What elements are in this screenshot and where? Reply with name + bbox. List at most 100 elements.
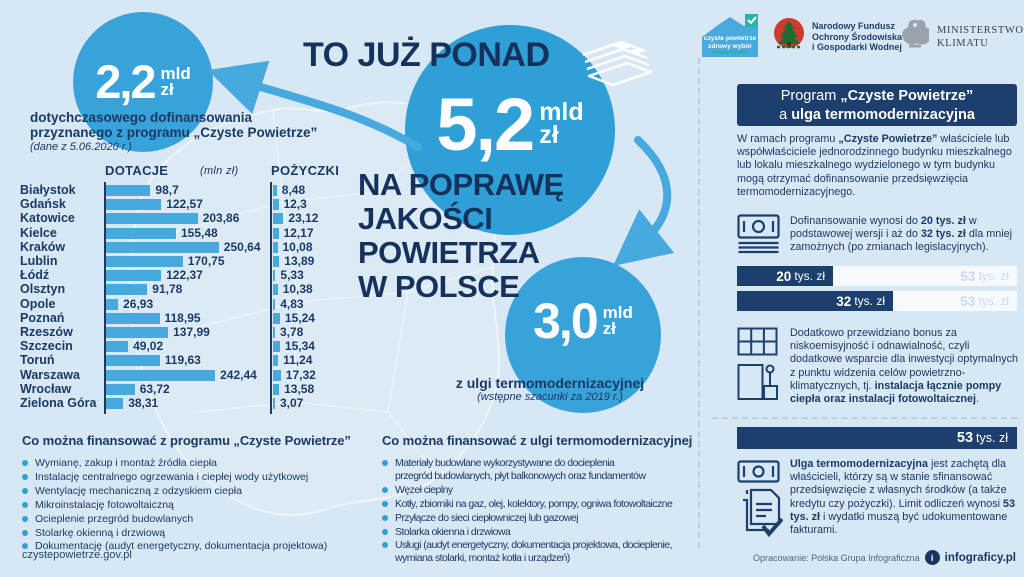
pozyczki-bar bbox=[273, 185, 277, 196]
dotacje-value: 170,75 bbox=[187, 254, 225, 268]
brand-text: infograficy.pl bbox=[944, 551, 1016, 564]
arrow-to-program-stat bbox=[207, 60, 422, 151]
financing-relief-list: Co można finansować z ulgi termomoderniz… bbox=[382, 433, 702, 566]
bullet-dot-icon bbox=[22, 529, 28, 536]
pozyczki-bar bbox=[273, 369, 281, 381]
financing-list-item: Wymianę, zakup i montaż źródła ciepła bbox=[22, 457, 372, 470]
credits-footer: Opracowanie: Polska Grupa Infograficzna … bbox=[753, 550, 1016, 565]
relief-stat-circle: 3,0 mld zł bbox=[505, 257, 661, 413]
ministry-logo-text: MINISTERSTWO KLIMATU bbox=[937, 25, 1024, 49]
chart-row: Kraków 250,64 10,08 bbox=[20, 239, 700, 255]
pozyczki-value: 12,17 bbox=[283, 225, 314, 240]
dotacje-bar bbox=[106, 312, 160, 324]
dotacje-bar bbox=[106, 327, 169, 338]
relief-stat-caption: z ulgi termomodernizacyjnej (wstępne sza… bbox=[420, 375, 680, 403]
city-label: Gdańsk bbox=[20, 197, 66, 212]
bullet-dot-icon bbox=[22, 515, 28, 522]
pozyczki-value: 15,34 bbox=[284, 339, 315, 354]
dotacje-value: 91,78 bbox=[152, 282, 183, 297]
financing-list-item: Przyłącze do sieci ciepłowniczej lub gaz… bbox=[382, 512, 702, 525]
chart-row: Kielce 155,48 12,17 bbox=[20, 225, 700, 241]
ministry-eagle-icon bbox=[902, 18, 929, 48]
pozyczki-bar bbox=[273, 241, 278, 253]
pozyczki-bar bbox=[273, 270, 276, 282]
relief-stat-value: 3,0 mld zł bbox=[533, 292, 633, 349]
total-stat-circle: 5,2 mld zł bbox=[405, 25, 615, 235]
column-header-pozyczki: POŻYCZKI bbox=[271, 163, 340, 178]
dotacje-bar bbox=[106, 256, 183, 267]
financing-list-item: Stolarkę okienną i drzwiową bbox=[22, 527, 372, 540]
dotacje-bar bbox=[106, 284, 148, 296]
program-stat-caption: dotychczasowego dofinansowania przyznane… bbox=[30, 110, 360, 155]
bullet-dot-icon bbox=[382, 460, 388, 466]
pozyczki-bar bbox=[273, 383, 280, 395]
headline: TO JUŻ PONAD bbox=[303, 36, 550, 74]
dotacje-bar bbox=[106, 298, 119, 310]
pozyczki-value: 10,08 bbox=[282, 239, 313, 254]
chart-row: Rzeszów 137,99 3,78 bbox=[20, 326, 700, 340]
pozyczki-bar bbox=[273, 284, 278, 296]
financing-list-item: Instalację centralnego ogrzewania i ciep… bbox=[22, 471, 372, 484]
dotacje-value: 155,48 bbox=[181, 225, 218, 240]
bullet-dot-icon bbox=[382, 528, 388, 535]
financing-list-item: Usługi (audyt energetyczny, dokumentacja… bbox=[382, 539, 702, 565]
pozyczki-bar bbox=[273, 298, 276, 310]
pozyczki-value: 3,07 bbox=[280, 396, 304, 410]
pozyczki-value: 5,33 bbox=[280, 268, 304, 283]
dotacje-value: 203,86 bbox=[202, 211, 240, 226]
chart-row: Białystok 98,7 8,48 bbox=[20, 184, 700, 198]
city-label: Szczecin bbox=[20, 339, 73, 354]
total-stat-value: 5,2 mld zł bbox=[436, 82, 584, 166]
program-stat-circle: 2,2 mld zł bbox=[73, 12, 213, 152]
chart-row: Katowice 203,86 23,12 bbox=[20, 212, 700, 226]
dotacje-bar bbox=[106, 383, 135, 395]
dotacje-bar bbox=[106, 398, 124, 409]
pozyczki-bar bbox=[273, 355, 279, 367]
dotacje-value: 38,31 bbox=[128, 396, 159, 410]
chart-row: Poznań 118,95 15,24 bbox=[20, 311, 700, 326]
solar-panel-heat-pump-icon bbox=[737, 327, 778, 400]
pozyczki-value: 4,83 bbox=[280, 296, 304, 311]
column-header-dotacje: DOTACJE bbox=[105, 163, 169, 178]
chart-row: Łódź 122,37 5,33 bbox=[20, 269, 700, 283]
pozyczki-bar bbox=[273, 199, 279, 211]
city-label: Katowice bbox=[20, 211, 75, 226]
city-label: Białystok bbox=[20, 183, 76, 197]
pozyczki-bar bbox=[273, 227, 279, 239]
dotacje-bar bbox=[106, 355, 160, 367]
logo-text-line1: czyste powietrze bbox=[704, 35, 757, 42]
unit-label: (mln zł) bbox=[200, 165, 239, 177]
czyste-powietrze-logo: czyste powietrze zdrowy wybór bbox=[702, 14, 758, 57]
pozyczki-value: 17,32 bbox=[285, 367, 316, 382]
financing-relief-title: Co można finansować z ulgi termomoderniz… bbox=[382, 433, 693, 448]
dotacje-axis-line bbox=[104, 182, 106, 414]
grant-bar-extended: 32 tys. zł 53 tys. zł bbox=[737, 291, 1017, 311]
dotacje-value: 242,44 bbox=[220, 367, 257, 382]
chart-row: Opole 26,93 4,83 bbox=[20, 296, 700, 312]
dotacje-bar bbox=[106, 369, 216, 381]
city-label: Lublin bbox=[20, 254, 58, 268]
financing-program-list: Co można finansować z programu „Czyste P… bbox=[22, 433, 372, 554]
city-label: Wrocław bbox=[20, 381, 72, 396]
vertical-dashed-divider bbox=[698, 58, 700, 548]
headline-subtitle-line: W POLSCE bbox=[358, 269, 520, 304]
pozyczki-value: 23,12 bbox=[288, 211, 319, 226]
city-label: Łódź bbox=[20, 268, 50, 283]
arrow-to-relief-stat bbox=[613, 136, 675, 267]
financing-list-item: Ocieplenie przegród budowlanych bbox=[22, 513, 372, 526]
dotacje-bar bbox=[106, 241, 219, 253]
financing-list-item: Dokumentację (audyt energetyczny, dokume… bbox=[22, 540, 372, 553]
dotacje-bar bbox=[106, 199, 162, 211]
chart-row: Gdańsk 122,57 12,3 bbox=[20, 198, 700, 212]
financing-list-item: Stolarka okienna i drzwiowa bbox=[382, 526, 702, 539]
banknote-icon bbox=[737, 214, 780, 254]
total-limit-bar: 53 tys. zł bbox=[737, 427, 1017, 449]
poland-map-outline bbox=[128, 101, 501, 517]
nfosigw-logo bbox=[774, 18, 804, 49]
dotacje-value: 137,99 bbox=[173, 325, 210, 339]
chart-row: Olsztyn 91,78 10,38 bbox=[20, 283, 700, 297]
city-label: Kielce bbox=[20, 225, 57, 240]
pozyczki-bar bbox=[273, 312, 280, 324]
pozyczki-value: 3,78 bbox=[280, 325, 304, 339]
